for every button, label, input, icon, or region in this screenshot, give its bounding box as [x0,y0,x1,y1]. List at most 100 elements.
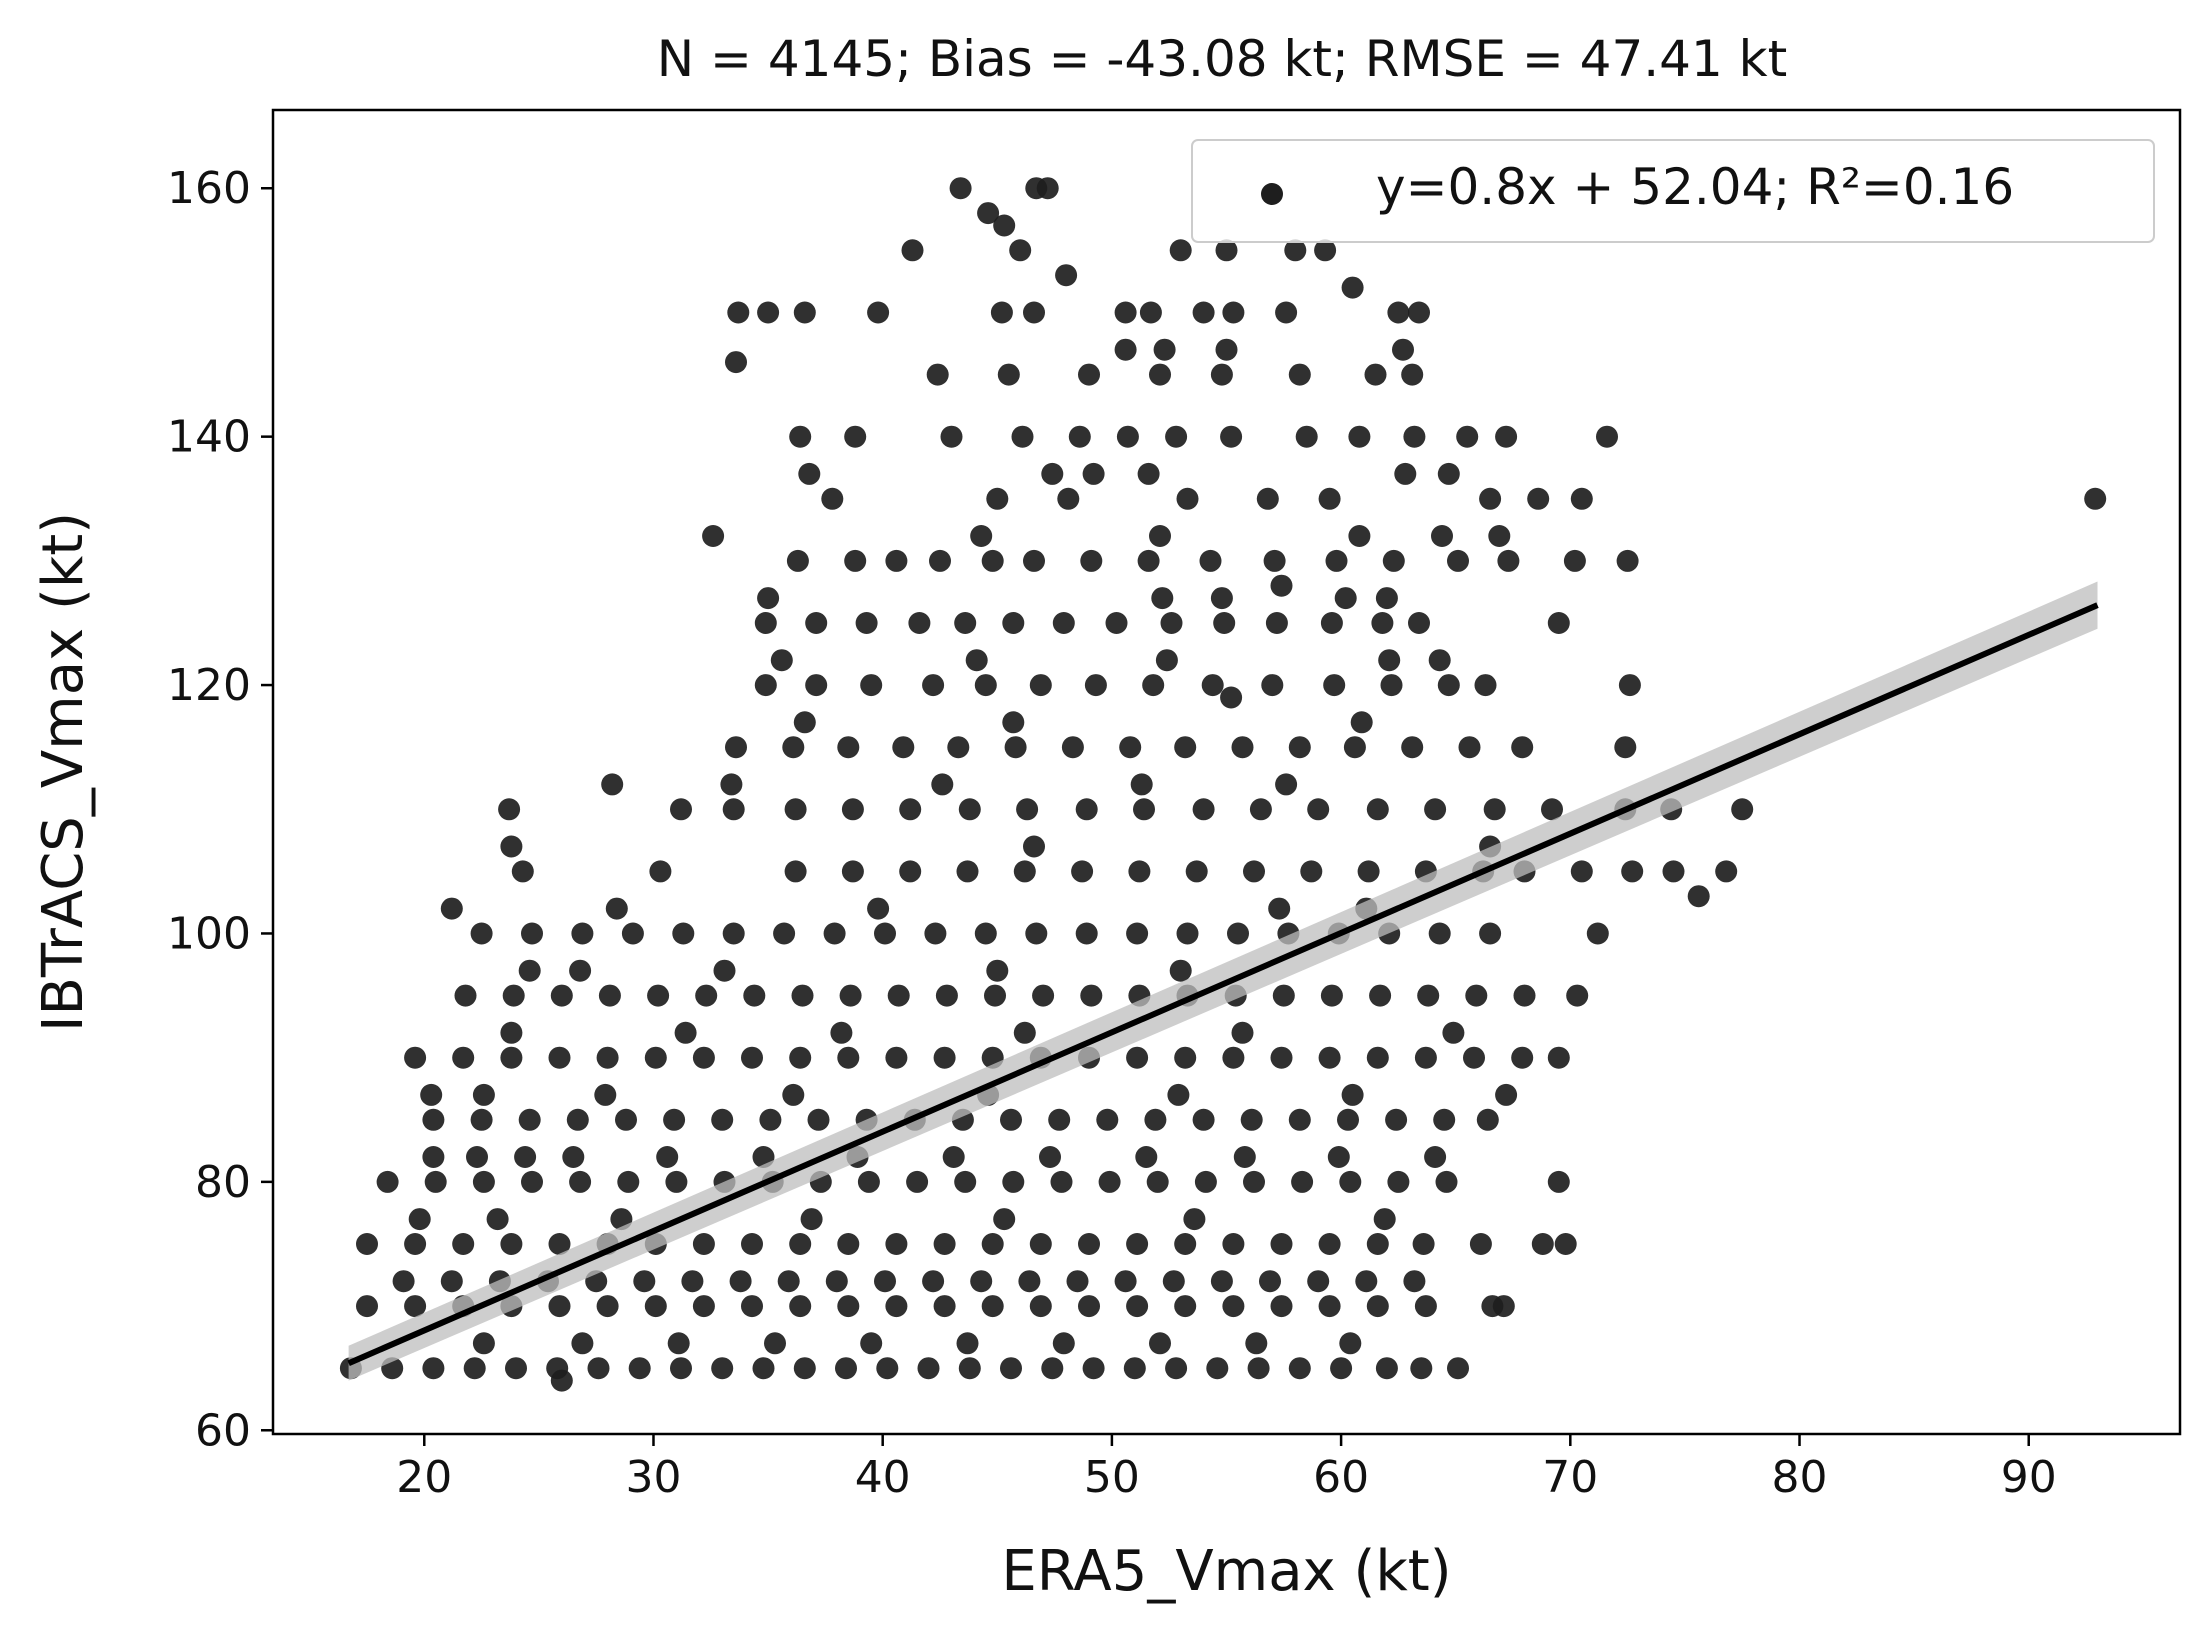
data-point [1080,549,1103,572]
data-point [452,1046,475,1069]
data-point [1247,1357,1270,1380]
data-point [990,301,1013,324]
data-point [1318,1233,1341,1255]
data-point [926,363,949,386]
data-point [1039,1146,1061,1168]
data-point [741,1046,763,1069]
data-point [1385,1108,1408,1131]
data-point [514,1146,537,1168]
data-point [874,1270,896,1293]
data-point [1000,1108,1022,1131]
data-point [1210,587,1233,610]
data-point [1220,686,1243,709]
data-point [1263,549,1286,572]
data-point [550,1369,573,1392]
data-point [649,860,672,883]
data-point [1082,1357,1105,1380]
data-point [1476,1108,1499,1131]
data-point [1137,462,1160,485]
data-point [1165,425,1188,448]
data-point [917,1357,940,1380]
data-point [1288,1108,1311,1131]
data-point [1139,301,1162,324]
data-point [1057,487,1080,510]
data-point [1366,1046,1389,1069]
data-point [1050,1170,1073,1193]
data-point [860,1332,883,1355]
y-tick-label: 60 [195,1405,251,1456]
data-point [711,1357,734,1380]
data-point [1268,897,1291,920]
data-point [940,425,963,448]
data-point [1318,1295,1341,1318]
data-point [1288,363,1311,386]
data-point [789,1295,812,1318]
data-point [571,1332,594,1355]
data-point [1222,1046,1245,1069]
data-point [1586,922,1609,945]
data-point [674,1021,697,1044]
data-point [1288,736,1311,759]
data-point [1002,1170,1025,1193]
data-point [1375,587,1398,610]
data-point [789,425,812,448]
data-point [1300,860,1323,883]
data-point [885,1046,908,1069]
data-point [1201,674,1224,697]
data-point [1105,612,1128,634]
data-point [424,1170,447,1193]
data-point [1511,1046,1534,1069]
data-point [1511,736,1534,759]
data-point [1314,239,1337,262]
y-tick-label: 120 [167,660,251,711]
data-point [786,549,809,572]
data-point [569,1170,592,1193]
data-point [974,674,997,697]
data-point [1052,1332,1075,1355]
data-point [1130,773,1153,796]
data-point [839,984,862,1007]
y-axis-label: IBTrACS_Vmax (kt) [31,512,96,1032]
data-point [1428,922,1451,945]
data-point [1479,922,1502,945]
data-point [1126,1295,1149,1318]
data-point [1199,549,1222,572]
data-point [569,959,592,982]
data-point [571,922,594,945]
data-point [1387,301,1410,324]
data-point [1149,525,1171,547]
data-point [1325,549,1348,572]
data-point [452,1233,475,1255]
data-point [1185,860,1208,883]
data-point [1275,301,1298,324]
data-point [947,736,970,759]
data-point [1213,612,1236,634]
data-point [500,835,523,858]
data-point [837,1233,860,1255]
x-tick-label: 50 [1084,1452,1140,1503]
data-point [601,773,624,796]
data-point [1563,549,1586,572]
data-point [1447,549,1469,572]
data-point [929,549,951,572]
data-point [1275,773,1298,796]
data-point [1126,1046,1149,1069]
data-point [1355,1270,1378,1293]
data-point [933,1046,956,1069]
data-point [1128,860,1151,883]
data-point [837,1046,860,1069]
data-point [1357,860,1380,883]
data-point [752,1357,775,1380]
data-point [1403,425,1426,448]
data-point [841,860,864,883]
data-point [404,1046,427,1069]
data-point [899,798,922,821]
data-point [1318,487,1341,510]
data-point [1149,1332,1171,1355]
data-point [1403,1270,1426,1293]
data-point [1270,1295,1293,1318]
data-point [1068,425,1091,448]
data-point [472,1332,495,1355]
data-point [949,177,972,200]
